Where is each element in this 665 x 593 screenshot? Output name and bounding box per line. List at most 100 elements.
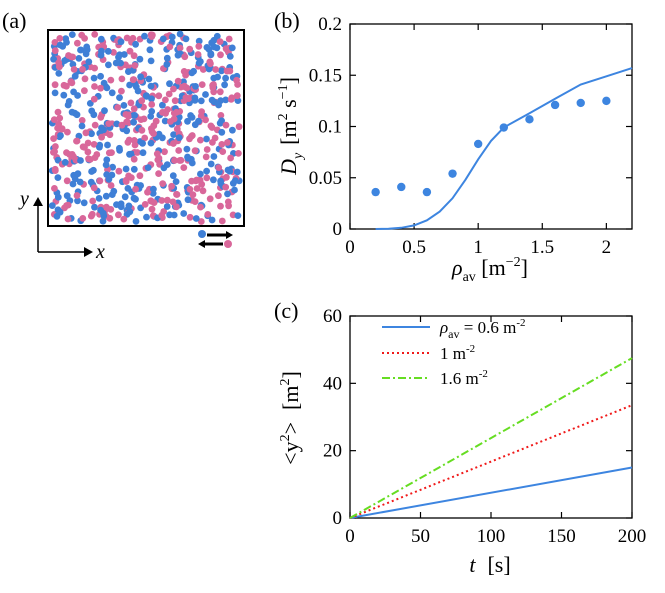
blue-particle: [203, 135, 210, 143]
pink-particle: [150, 199, 158, 207]
blue-particle-icon: [198, 230, 206, 238]
blue-particle: [96, 143, 103, 151]
blue-particle: [170, 131, 178, 139]
pink-particle: [159, 180, 167, 188]
blue-particle: [137, 73, 145, 81]
pink-particle: [90, 141, 98, 148]
pink-particle: [130, 52, 138, 60]
pink-particle: [91, 83, 98, 90]
blue-particle: [90, 74, 98, 82]
pink-particle: [195, 42, 203, 50]
pink-particle: [114, 104, 122, 111]
pink-particle: [222, 121, 230, 129]
pink-particle: [197, 218, 205, 225]
blue-particle: [130, 165, 138, 173]
blue-particle: [166, 80, 173, 88]
blue-particle: [76, 178, 84, 186]
pink-particle: [66, 151, 73, 158]
pink-particle: [131, 62, 139, 69]
pink-particle: [193, 185, 201, 192]
chart-b-data-point: [422, 187, 432, 197]
blue-particle: [68, 31, 76, 38]
pink-particle: [174, 77, 182, 85]
blue-particle: [226, 53, 234, 60]
pink-particle: [186, 135, 193, 143]
pink-particle: [170, 85, 177, 93]
pink-particle: [198, 81, 206, 88]
chart-b-ylabel: Dy[m2 s−1]: [276, 77, 306, 176]
pink-particle: [107, 182, 115, 189]
blue-particle: [214, 73, 222, 81]
pink-particle: [170, 115, 178, 123]
blue-particle: [142, 92, 150, 100]
blue-particle: [231, 186, 238, 194]
pink-particle: [106, 214, 114, 222]
pink-particle: [126, 47, 134, 55]
panel-a: (a) y x: [2, 8, 245, 263]
pink-particle: [82, 129, 90, 137]
blue-particle: [144, 164, 152, 172]
blue-particle: [75, 55, 83, 62]
blue-particle: [207, 160, 215, 168]
blue-particle: [132, 195, 139, 203]
blue-particle: [70, 88, 77, 96]
pink-particle: [218, 141, 226, 148]
blue-particle: [146, 46, 154, 54]
blue-particle: [122, 165, 130, 173]
blue-particle: [203, 167, 211, 175]
blue-particle: [104, 141, 111, 149]
blue-particle: [131, 112, 139, 119]
pink-particle: [234, 81, 242, 88]
blue-particle: [125, 202, 133, 210]
pink-particle: [182, 71, 190, 79]
pink-particle: [64, 215, 72, 223]
chart-b-ytick-label: 0.2: [318, 14, 342, 35]
blue-particle: [202, 91, 209, 98]
pink-particle: [159, 109, 166, 116]
pink-particle: [96, 177, 104, 185]
pink-particle: [215, 192, 222, 200]
blue-particle: [205, 65, 213, 73]
direction-legend: [198, 230, 233, 248]
pink-particle: [118, 87, 125, 95]
blue-particle: [74, 197, 81, 205]
blue-particle: [159, 35, 167, 43]
chart-c: 0 50 100 150 200 0 20 40 60: [323, 306, 646, 547]
blue-particle: [77, 157, 84, 164]
pink-particle: [138, 97, 146, 105]
pink-particle: [189, 191, 197, 199]
pink-particle: [154, 156, 162, 164]
blue-particle: [97, 51, 105, 59]
blue-particle: [51, 89, 59, 97]
chart-c-xtick-label: 200: [618, 526, 647, 547]
pink-particle: [129, 76, 137, 84]
blue-particle: [69, 180, 77, 188]
coordinate-axes: y x: [18, 188, 105, 263]
pink-particle: [123, 118, 130, 126]
blue-particle: [187, 112, 195, 119]
pink-particle: [202, 153, 210, 161]
blue-particle: [147, 82, 155, 90]
pink-particle: [186, 185, 194, 193]
blue-particle: [176, 30, 184, 38]
pink-particle: [132, 185, 140, 193]
blue-particle: [163, 203, 171, 210]
pink-particle: [227, 154, 235, 162]
blue-particle: [99, 217, 107, 225]
pink-particle: [173, 190, 180, 198]
legend-label-0.6: ρav = 0.6 m-2: [439, 317, 525, 341]
blue-particle: [116, 51, 123, 59]
pink-particle: [123, 34, 131, 42]
pink-particle: [185, 95, 192, 102]
pink-particle: [150, 122, 158, 130]
blue-particle: [184, 117, 191, 125]
blue-particle: [95, 195, 103, 202]
pink-particle: [197, 203, 204, 211]
blue-particle: [166, 211, 174, 219]
pink-particle: [81, 75, 89, 83]
blue-particle: [50, 55, 57, 63]
pink-particle: [93, 151, 101, 158]
chart-b-xlabel: ρav [m−2]: [451, 255, 528, 285]
pink-particle: [130, 137, 138, 144]
pink-particle: [226, 67, 234, 75]
